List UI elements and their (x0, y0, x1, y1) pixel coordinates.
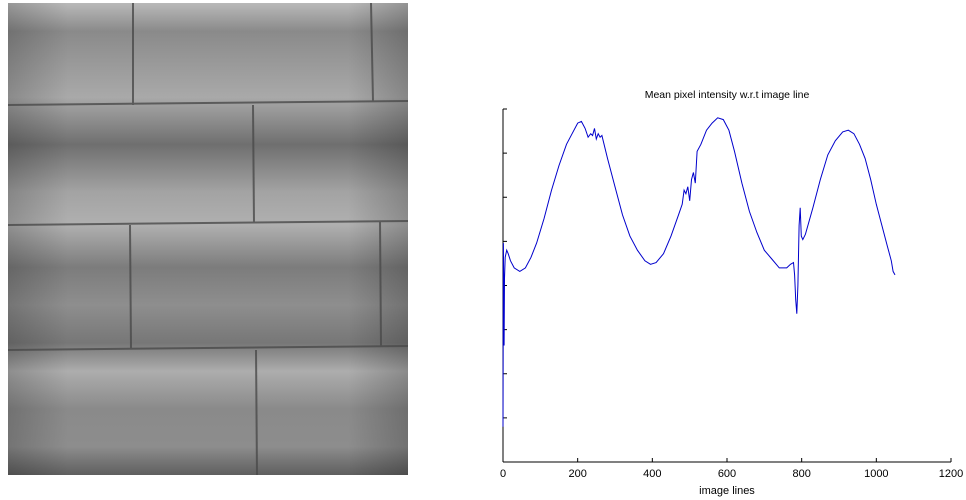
chart-title: Mean pixel intensity w.r.t image line (645, 89, 810, 101)
x-tick-label: 800 (792, 468, 810, 480)
brick-wall-photo (8, 3, 408, 475)
series-line-mean-intensity (502, 117, 896, 427)
x-tick-label: 1200 (939, 468, 963, 480)
brick-wall-photo-image (8, 3, 408, 475)
x-tick-label: 400 (643, 468, 661, 480)
x-tick-label: 200 (568, 468, 586, 480)
x-tick-label: 600 (718, 468, 736, 480)
chart-axes (502, 109, 951, 463)
x-tick-label: 0 (500, 468, 506, 480)
x-axis-label: image lines (699, 485, 755, 497)
chart-ticks: 0 200 400 600 800 1000 1200 (500, 108, 963, 480)
x-tick-label: 1000 (864, 468, 888, 480)
